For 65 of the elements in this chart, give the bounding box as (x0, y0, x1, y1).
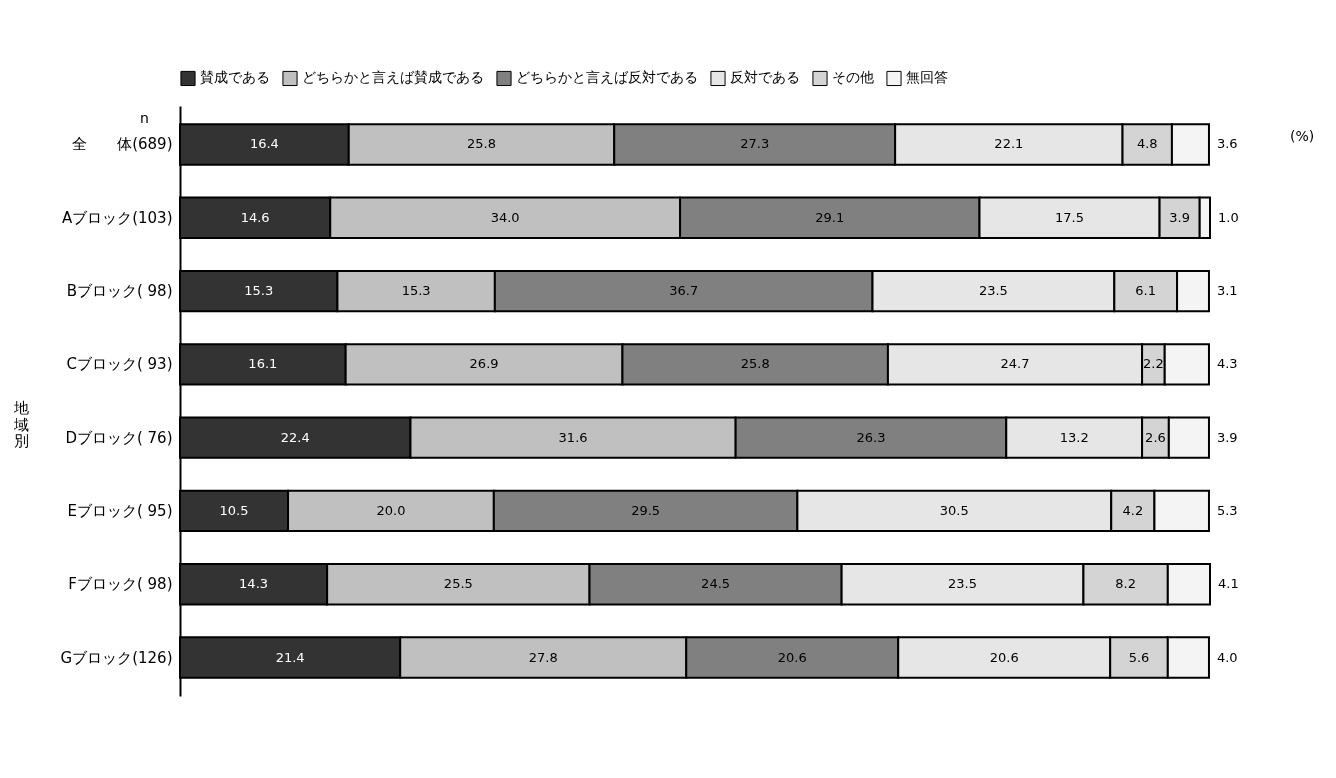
data-label: 3.9 (1169, 209, 1190, 225)
data-label: 20.0 (376, 502, 406, 518)
data-label: 5.3 (1216, 502, 1238, 518)
data-label: 31.6 (558, 429, 588, 445)
data-label: 5.6 (1128, 649, 1150, 665)
data-label: 29.5 (631, 502, 661, 518)
y-tick-label: Eブロック( 95) (67, 501, 173, 520)
data-label: 26.9 (469, 356, 499, 372)
data-label: 21.4 (275, 649, 305, 665)
y-tick-label: Cブロック( 93) (66, 355, 173, 374)
data-label: 26.3 (856, 429, 886, 445)
data-label: 14.3 (239, 576, 269, 592)
data-label: 4.3 (1216, 356, 1238, 372)
data-label: 4.2 (1122, 502, 1144, 518)
data-label: 17.5 (1055, 209, 1085, 225)
data-label: 30.5 (939, 502, 969, 518)
data-label: 3.1 (1216, 283, 1238, 299)
data-label: 23.5 (948, 576, 978, 592)
data-label: 24.5 (701, 576, 731, 592)
legend-label: どちらかと言えば賛成である (302, 69, 484, 86)
data-label: 22.4 (280, 429, 310, 445)
data-label: 22.1 (994, 136, 1024, 152)
data-label: 15.3 (244, 283, 274, 299)
y-tick-label: 全 体(689) (72, 135, 173, 154)
legend-label: 賛成である (200, 69, 270, 86)
data-label: 2.2 (1143, 356, 1164, 372)
data-label: 3.9 (1216, 429, 1238, 445)
legend-label: その他 (832, 69, 874, 86)
data-label: 6.1 (1135, 283, 1157, 299)
data-label: 20.6 (777, 649, 807, 665)
data-label: 3.6 (1216, 136, 1238, 152)
data-label: 24.7 (1000, 356, 1030, 372)
data-label: 1.0 (1218, 209, 1239, 225)
text: (%) (1290, 128, 1315, 144)
data-label: 29.1 (815, 209, 845, 225)
data-label: 13.2 (1059, 429, 1089, 445)
data-label: 25.8 (740, 356, 770, 372)
y-tick-label: Dブロック( 76) (65, 428, 173, 447)
data-label: 14.6 (240, 209, 270, 225)
data-label: 27.8 (528, 649, 558, 665)
data-label: 25.8 (467, 136, 496, 152)
legend-label: 無回答 (906, 69, 948, 86)
data-label: 8.2 (1115, 576, 1136, 592)
data-label: 10.5 (219, 502, 249, 518)
data-label: 16.4 (249, 136, 279, 152)
data-label: 4.1 (1218, 576, 1239, 592)
data-label: 36.7 (669, 283, 699, 299)
y-tick-label: Fブロック( 98) (68, 575, 173, 594)
data-label: 20.6 (989, 649, 1019, 665)
data-label: 2.6 (1145, 429, 1166, 445)
data-label: 15.3 (401, 283, 431, 299)
data-label: 23.5 (978, 283, 1008, 299)
text: 地域別 (14, 399, 29, 450)
y-tick-label: Gブロック(126) (60, 648, 173, 667)
y-tick-label: Aブロック(103) (61, 208, 173, 227)
y-tick-label: Bブロック( 98) (66, 282, 173, 301)
data-label: 27.3 (740, 136, 770, 152)
data-label: 4.0 (1216, 649, 1238, 665)
text: n (140, 110, 149, 126)
legend-label: 反対である (730, 69, 800, 86)
data-label: 25.5 (443, 576, 473, 592)
data-label: 34.0 (490, 209, 520, 225)
data-label: 4.8 (1136, 136, 1158, 152)
legend-label: どちらかと言えば反対である (516, 69, 698, 86)
data-label: 16.1 (248, 356, 278, 372)
